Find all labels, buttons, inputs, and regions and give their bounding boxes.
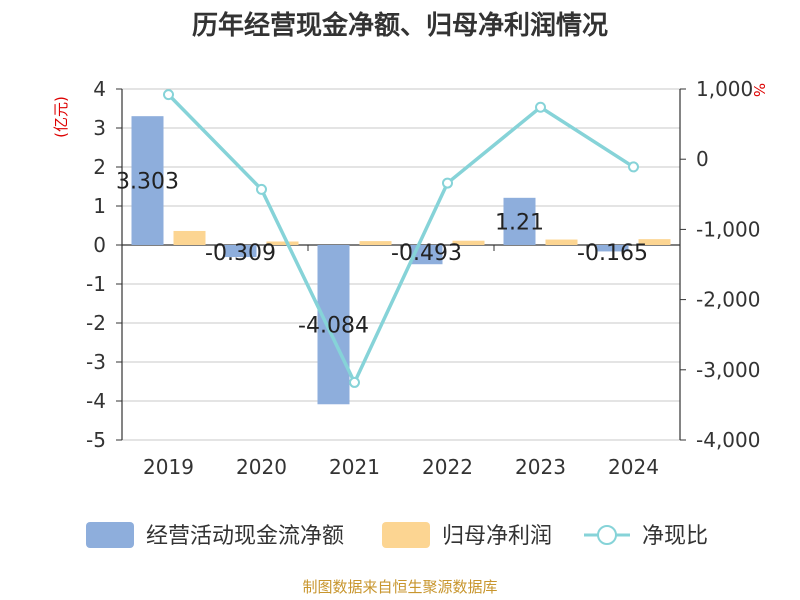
x-tick-label: 2020 xyxy=(236,455,287,479)
cashflow-bar xyxy=(410,245,443,265)
left-tick-label: 0 xyxy=(93,233,106,257)
ratio-point xyxy=(442,177,453,189)
cashflow-data-label: -0.493 xyxy=(391,241,462,266)
ratio-point xyxy=(535,101,546,113)
profit-bar xyxy=(545,239,578,245)
cashflow-data-label: -0.309 xyxy=(205,241,276,266)
right-tick-label: -3,000 xyxy=(696,358,760,382)
axes: 4 3 2 1 0 -1 -2 -3 -4 -5 1,000 0 -1,000 -2,000 -3,000 -… xyxy=(86,77,760,479)
legend: 经营活动现金流净额 归母净利润 净现比 xyxy=(86,522,708,549)
left-tick-label: 2 xyxy=(93,155,106,179)
legend-swatch-cashflow xyxy=(86,522,134,548)
left-tick-label: 3 xyxy=(93,116,106,140)
cashflow-bar xyxy=(503,197,536,245)
x-tick-label: 2021 xyxy=(329,455,380,479)
right-axis-unit: % xyxy=(750,83,768,97)
ratio-point xyxy=(628,161,639,173)
ratio-line-path xyxy=(167,93,635,387)
profit-bar xyxy=(638,239,671,245)
legend-label-ratio: 净现比 xyxy=(642,524,708,549)
legend-swatch-profit xyxy=(382,522,430,548)
left-tick-label: 4 xyxy=(93,77,106,101)
cashflow-data-label: 3.303 xyxy=(116,170,179,195)
profit-bar xyxy=(452,240,485,245)
profit-bar xyxy=(173,230,206,245)
legend-label-profit: 归母净利润 xyxy=(442,524,552,549)
ratio-line xyxy=(163,89,639,388)
ratio-point xyxy=(349,376,360,388)
source-note: 制图数据来自恒生聚源数据库 xyxy=(302,578,497,596)
x-tick-label: 2019 xyxy=(143,455,194,479)
left-tick-label: -2 xyxy=(86,311,106,335)
cashflow-bar xyxy=(317,245,350,405)
cashflow-data-label: 1.21 xyxy=(495,210,544,235)
left-tick-label: -3 xyxy=(86,350,106,374)
cashflow-bar xyxy=(224,245,257,258)
chart-title: 历年经营现金净额、归母净利润情况 xyxy=(192,10,608,41)
x-tick-label: 2024 xyxy=(608,455,659,479)
profit-bar xyxy=(266,241,299,245)
cashflow-bar xyxy=(131,116,164,245)
ratio-point xyxy=(256,183,267,195)
x-tick-label: 2022 xyxy=(422,455,473,479)
legend-swatch-ratio-marker xyxy=(597,525,617,545)
data-labels: 3.303 -0.309 -4.084 -0.493 1.21 -0.165 xyxy=(116,170,648,339)
cashflow-bar xyxy=(596,245,629,252)
left-tick-label: 1 xyxy=(93,194,106,218)
legend-label-cashflow: 经营活动现金流净额 xyxy=(146,524,344,549)
cashflow-data-label: -0.165 xyxy=(577,241,648,266)
cashflow-data-label: -4.084 xyxy=(298,314,369,339)
profit-bar xyxy=(359,241,392,245)
right-tick-label: -4,000 xyxy=(696,428,760,452)
right-tick-label: 1,000 xyxy=(696,77,753,101)
left-axis-unit: (亿元) xyxy=(52,96,70,138)
left-tick-label: -1 xyxy=(86,272,106,296)
right-tick-label: -1,000 xyxy=(696,217,760,241)
right-tick-label: 0 xyxy=(696,147,709,171)
bars xyxy=(131,116,671,405)
right-tick-label: -2,000 xyxy=(696,288,760,312)
ratio-point xyxy=(163,89,174,101)
x-tick-label: 2023 xyxy=(515,455,566,479)
left-tick-label: -5 xyxy=(86,428,106,452)
left-tick-label: -4 xyxy=(86,389,106,413)
